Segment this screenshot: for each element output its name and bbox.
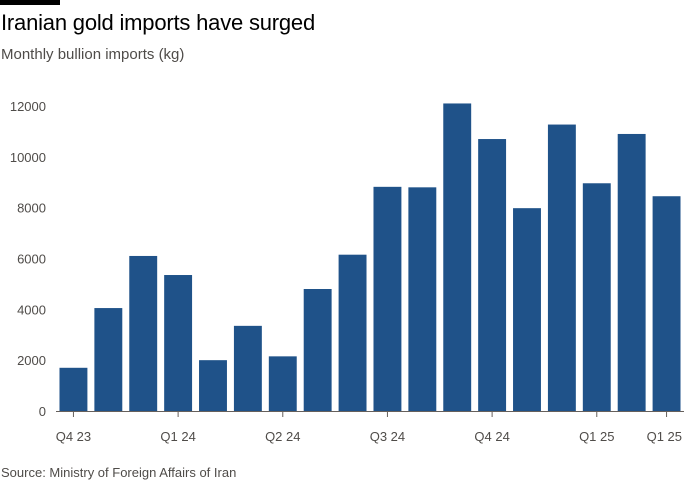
bar: [652, 196, 681, 411]
y-tick-label: 12000: [10, 99, 46, 114]
bar: [199, 360, 227, 411]
bar: [443, 103, 472, 412]
x-tick-label: Q1 24: [160, 429, 195, 444]
bar: [408, 187, 437, 411]
bar: [373, 186, 402, 411]
bar: [94, 308, 123, 411]
x-tick-label: Q4 23: [56, 429, 91, 444]
y-tick-label: 10000: [10, 150, 46, 165]
y-tick-label: 4000: [17, 302, 46, 317]
bar: [582, 183, 611, 411]
brand-bar: [0, 0, 60, 5]
bar: [268, 356, 297, 411]
x-tick-label: Q4 24: [474, 429, 509, 444]
bar: [547, 124, 576, 412]
bar: [233, 325, 262, 411]
y-tick-label: 2000: [17, 353, 46, 368]
source-note: Source: Ministry of Foreign Affairs of I…: [1, 465, 237, 480]
x-axis-ticks: Q4 23 Q1 24 Q2 24 Q3 24 Q4 24 Q1 25 Q1 25: [56, 411, 682, 444]
chart-subtitle: Monthly bullion imports (kg): [1, 46, 185, 63]
bar: [59, 367, 88, 411]
chart-title: Iranian gold imports have surged: [1, 10, 316, 35]
y-tick-label: 8000: [17, 201, 46, 216]
bar: [303, 289, 332, 411]
bar: [478, 139, 507, 412]
x-tick-label: Q1 25: [647, 429, 682, 444]
y-tick-label: 6000: [17, 252, 46, 267]
x-tick-label: Q1 25: [579, 429, 614, 444]
bar: [513, 208, 541, 411]
bars: [59, 103, 681, 412]
bar: [338, 254, 367, 411]
y-tick-label: 0: [39, 404, 46, 419]
bar: [617, 133, 646, 411]
x-tick-label: Q2 24: [265, 429, 300, 444]
y-axis-ticks: 0 2000 4000 6000 8000 10000 12000: [10, 99, 46, 419]
bar: [164, 275, 193, 411]
bar: [129, 255, 158, 411]
x-tick-label: Q3 24: [370, 429, 405, 444]
